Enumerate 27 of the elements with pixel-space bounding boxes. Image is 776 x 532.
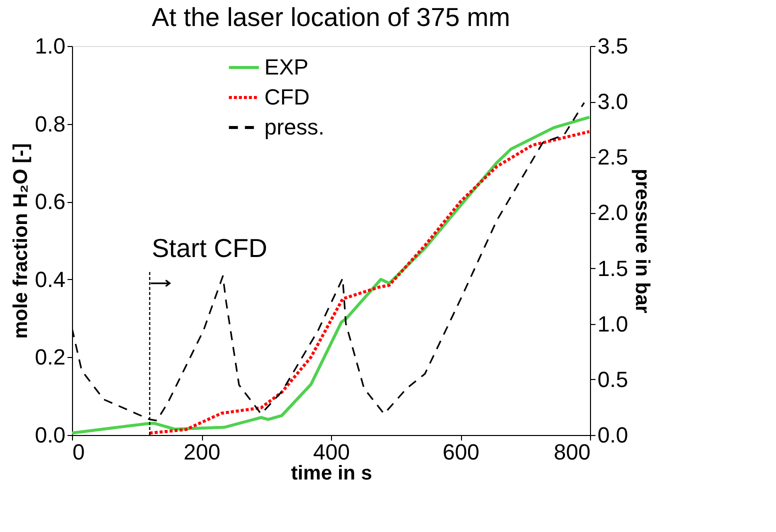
x-axis-title: time in s [290, 462, 372, 484]
legend-label: EXP [264, 54, 308, 80]
x-tick-label: 0 [72, 440, 85, 464]
y2-axis-title: pressure in bar [631, 168, 654, 314]
y-axis-title: mole fraction H₂O [-] [10, 143, 32, 339]
x-tick-label: 800 [554, 440, 590, 464]
ref-line-label: Start CFD [152, 232, 268, 263]
x-tick-label: 600 [442, 440, 480, 464]
legend-label: CFD [264, 84, 310, 110]
y-tick-label: 0.4 [34, 266, 66, 292]
x-tick-label: 200 [184, 440, 220, 464]
y-tick-label: 0.6 [34, 189, 66, 214]
y2-tick-label: 3.0 [598, 89, 628, 114]
y2-tick-label: 0.0 [598, 422, 628, 448]
y2-tick-label: 3.5 [598, 34, 628, 58]
y2-tick-label: 2.0 [598, 200, 628, 226]
y-tick-label: 0.2 [34, 344, 66, 370]
y-tick-label: 0.8 [34, 111, 66, 136]
x-tick-label: 400 [313, 440, 350, 464]
legend-label: press. [264, 114, 324, 140]
y2-tick-label: 0.5 [598, 366, 628, 392]
y2-tick-label: 2.5 [598, 144, 628, 170]
chart-title: At the laser location of 375 mm [152, 2, 510, 32]
y-tick-label: 1.0 [34, 34, 66, 58]
y-tick-label: 0.0 [34, 422, 66, 448]
y2-tick-label: 1.0 [598, 311, 628, 336]
y2-tick-label: 1.5 [598, 256, 628, 281]
